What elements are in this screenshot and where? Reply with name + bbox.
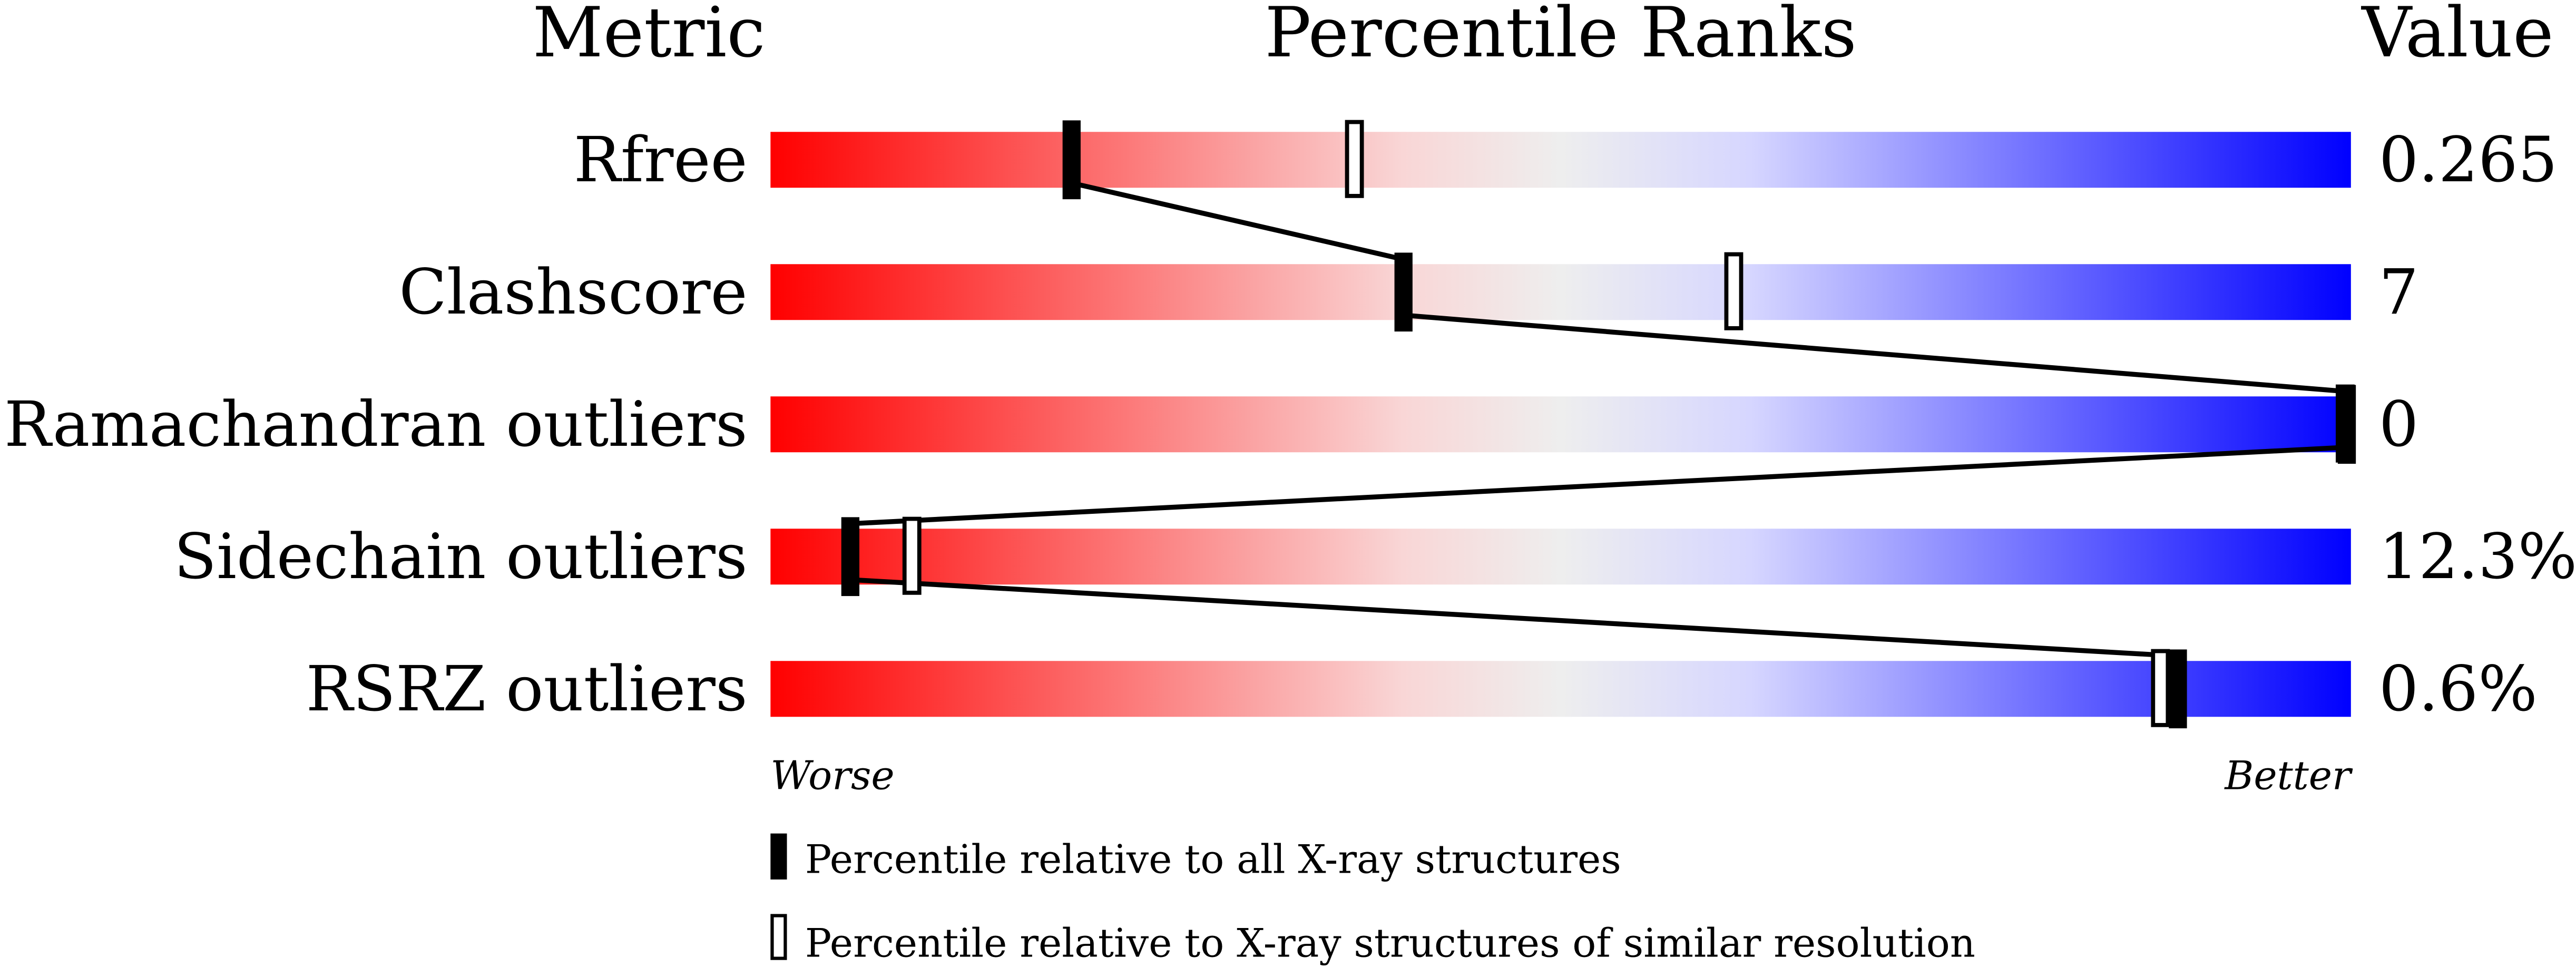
legend-open-marker: [770, 914, 787, 960]
header-percentile-ranks: Percentile Ranks: [1265, 0, 1856, 73]
metric-label: Rfree: [574, 123, 748, 196]
metric-label: Sidechain outliers: [174, 520, 748, 593]
legend-filled-marker: [770, 833, 787, 880]
similar-resolution-marker: [2151, 649, 2170, 727]
connector-line: [849, 445, 2346, 526]
header-value: Value: [2360, 0, 2553, 73]
all-structures-marker: [1062, 120, 1081, 200]
metric-value: 7: [2379, 256, 2418, 328]
metric-label: RSRZ outliers: [306, 652, 748, 725]
header-metric: Metric: [533, 0, 766, 73]
percentile-bar: [770, 264, 2351, 320]
all-structures-marker: [841, 517, 860, 597]
connector-line: [849, 577, 2178, 659]
percentile-bar: [770, 132, 2351, 188]
legend-label-all: Percentile relative to all X-ray structu…: [805, 836, 1621, 882]
connector-line: [1070, 180, 1404, 262]
percentile-bar: [770, 396, 2351, 453]
all-structures-marker: [2169, 649, 2187, 729]
similar-resolution-marker: [1724, 252, 1744, 330]
metric-value: 0.265: [2379, 123, 2558, 196]
metric-value: 12.3%: [2379, 520, 2576, 593]
axis-label-worse: Worse: [770, 753, 894, 798]
all-structures-marker: [2337, 385, 2356, 464]
all-structures-marker: [1394, 252, 1413, 332]
similar-resolution-marker: [1345, 120, 1364, 198]
legend-label-similar: Percentile relative to X-ray structures …: [805, 920, 1975, 966]
metric-value: 0.6%: [2379, 652, 2538, 725]
percentile-bar: [770, 529, 2351, 585]
similar-resolution-marker: [902, 516, 922, 595]
metric-value: 0: [2379, 388, 2418, 461]
legend: Percentile relative to all X-ray structu…: [770, 833, 1975, 966]
axis-label-better: Better: [2224, 753, 2353, 798]
connector-line: [1402, 312, 2346, 394]
metric-label: Clashscore: [399, 256, 747, 328]
metric-label: Ramachandran outliers: [4, 388, 748, 461]
percentile-bar: [770, 661, 2351, 717]
